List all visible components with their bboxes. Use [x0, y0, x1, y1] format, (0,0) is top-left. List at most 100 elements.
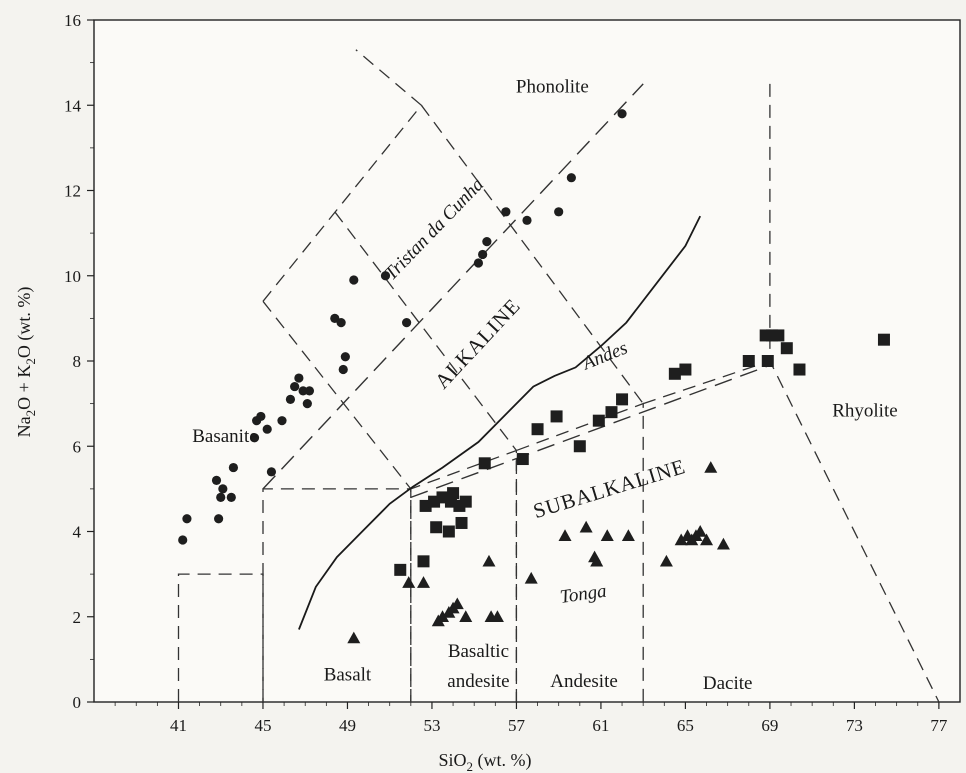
triangle-point — [674, 533, 688, 546]
x-tick-label: 69 — [761, 716, 778, 735]
y-tick-label: 14 — [64, 96, 82, 115]
circle-point — [290, 381, 300, 392]
field-boundaries — [177, 49, 940, 703]
triangle-point — [621, 529, 635, 541]
triangle-point — [450, 597, 464, 610]
field-boundary-line — [262, 300, 412, 490]
square-point — [417, 555, 430, 568]
circle-point — [302, 399, 312, 409]
circle-point — [340, 352, 350, 362]
circle-point — [214, 514, 224, 524]
circle-point — [249, 433, 260, 443]
y-tick-label: 2 — [73, 608, 82, 627]
square-point — [531, 423, 544, 436]
field-boundary-line — [410, 449, 518, 702]
x-tick-label: 73 — [846, 716, 863, 735]
x-tick-label: 53 — [423, 716, 440, 735]
y-tick-label: 12 — [64, 182, 81, 201]
square-point — [780, 342, 793, 355]
square-point — [793, 363, 806, 376]
field-label: andesite — [447, 671, 509, 692]
circle-point — [218, 484, 228, 494]
y-tick-label: 10 — [64, 267, 81, 286]
square-point — [459, 495, 472, 508]
circle-point — [566, 173, 576, 183]
square-point — [394, 563, 407, 576]
square-point — [877, 333, 890, 346]
circle-point — [256, 411, 266, 422]
triangle-point — [347, 631, 361, 644]
y-tick-label: 4 — [73, 523, 82, 542]
triangle-point — [693, 525, 707, 537]
circle-point — [478, 249, 488, 260]
circle-point — [349, 275, 359, 285]
square-point — [616, 393, 629, 406]
field-label: Dacite — [703, 673, 753, 694]
circle-point — [482, 237, 492, 247]
circle-point — [262, 424, 272, 434]
square-point — [516, 453, 529, 466]
field-label: Rhyolite — [832, 400, 897, 421]
y-axis-ticks: 0 2 4 6 8 10 12 14 16 — [64, 11, 94, 712]
square-point — [761, 355, 774, 367]
square-point — [447, 487, 460, 500]
x-axis-ticks: 41 45 49 53 57 61 65 69 73 77 — [114, 702, 948, 735]
square-point — [605, 406, 618, 419]
circle-point — [285, 394, 296, 404]
circle-point — [216, 492, 226, 502]
square-point — [742, 355, 755, 367]
circle-point — [304, 386, 315, 396]
square-point — [550, 410, 563, 423]
circle-point — [617, 109, 627, 119]
circle-point — [228, 462, 239, 473]
triangle-point — [558, 529, 572, 541]
triangle-point — [600, 529, 614, 541]
square-point — [668, 367, 681, 380]
circle-point — [473, 258, 484, 268]
trend-line-tristan — [262, 83, 644, 490]
x-tick-label: 49 — [339, 716, 356, 735]
circle-point — [178, 535, 188, 545]
circle-point — [226, 492, 236, 502]
triangle-point — [490, 610, 504, 622]
field-boundary-line — [334, 211, 517, 451]
circle-point — [380, 271, 391, 281]
triangle-point — [704, 461, 718, 473]
field-label: Basalt — [324, 665, 372, 686]
circle-point — [522, 215, 532, 225]
triangle-point — [590, 554, 604, 567]
field-label: Andesite — [550, 671, 618, 692]
y-tick-label: 8 — [73, 352, 82, 371]
data-points — [178, 109, 890, 644]
triangle-point — [524, 571, 538, 584]
triangle-point — [716, 537, 730, 550]
square-point — [772, 329, 785, 342]
y-axis-title: Na2O + K2O (wt. %) — [14, 287, 38, 438]
square-point — [442, 525, 455, 538]
circle-point — [182, 514, 192, 524]
triangle-point — [402, 576, 416, 588]
triangle-point — [417, 576, 431, 588]
field-label: Phonolite — [516, 76, 589, 97]
x-tick-label: 61 — [592, 716, 609, 735]
triangle-point — [579, 520, 593, 533]
triangle-point — [436, 610, 450, 622]
circle-point — [554, 207, 564, 217]
plot-frame — [93, 19, 961, 703]
field-label: Basaltic — [448, 641, 509, 662]
trend-line-andes — [410, 364, 771, 499]
x-tick-label: 65 — [677, 716, 694, 735]
triangle-point — [659, 554, 673, 567]
circle-point — [402, 318, 412, 328]
alkaline-subalkaline-curve — [298, 215, 702, 630]
square-point — [430, 521, 443, 534]
x-axis-title: SiO2 (wt. %) — [439, 750, 532, 773]
square-point — [679, 363, 692, 376]
field-label: Basanite — [192, 426, 257, 447]
circle-point — [338, 364, 348, 375]
square-point — [478, 457, 491, 470]
square-point — [592, 414, 605, 427]
triangle-point — [700, 533, 714, 546]
triangle-point — [459, 610, 473, 622]
